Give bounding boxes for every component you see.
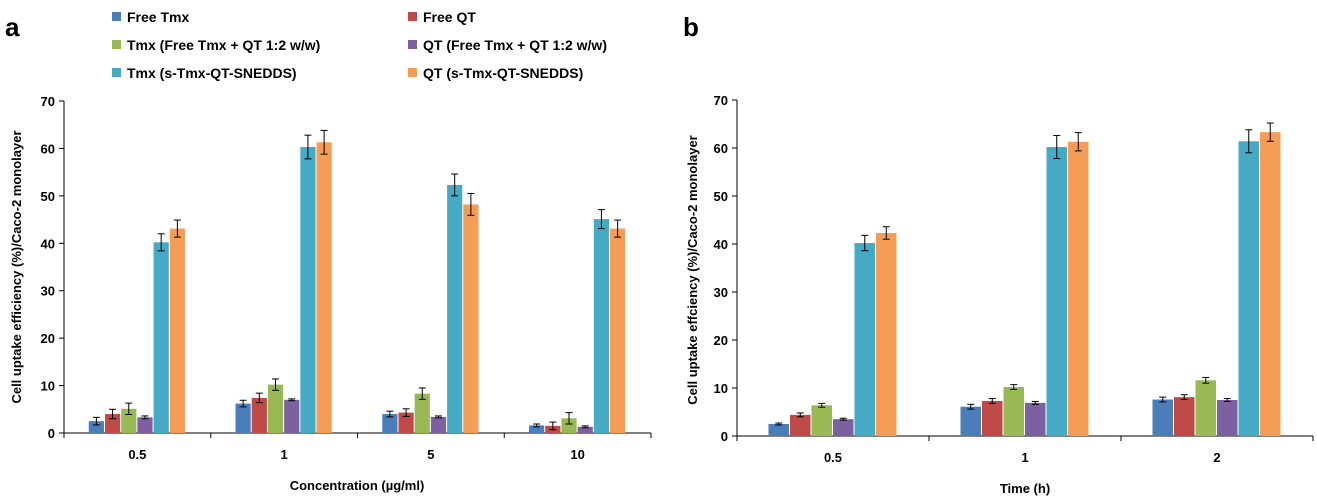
legend-item: Free QT — [408, 9, 476, 25]
bars — [88, 129, 626, 433]
legend-swatch — [112, 12, 121, 21]
y-tick-label: 20 — [41, 331, 55, 346]
bar — [121, 408, 137, 433]
bar — [104, 414, 121, 433]
bar — [610, 228, 626, 433]
legend-label: Tmx (s-Tmx-QT-SNEDDS) — [127, 65, 297, 81]
y-tick-label: 30 — [714, 285, 728, 300]
legend-item: QT (Free Tmx + QT 1:2 w/w) — [408, 37, 607, 53]
bar — [577, 426, 593, 433]
bar — [137, 417, 153, 433]
bar — [833, 419, 854, 436]
legend-swatch — [112, 68, 121, 77]
bar — [1260, 132, 1281, 436]
legend: Free Tmx Free QT Tmx (Free Tmx + QT 1:2 … — [112, 9, 607, 81]
bar — [1217, 400, 1238, 436]
y-tick-label: 70 — [41, 94, 55, 109]
bar — [1238, 141, 1259, 436]
panel-letter-a: a — [5, 12, 20, 42]
bars — [768, 122, 1281, 437]
legend-label: Tmx (Free Tmx + QT 1:2 w/w) — [127, 37, 320, 53]
x-axis-title: Concentration (µg/ml) — [290, 478, 425, 493]
y-tick-label: 40 — [41, 236, 55, 251]
y-tick-label: 10 — [41, 379, 55, 394]
legend-item: Tmx (s-Tmx-QT-SNEDDS) — [112, 65, 297, 81]
x-axis-title: Time (h) — [1000, 481, 1050, 496]
bar — [960, 406, 981, 436]
bar — [854, 243, 875, 436]
bar — [811, 405, 832, 436]
y-axis-title: Cell uptake effciency (%)/Caco-2 monolay… — [685, 135, 700, 404]
x-tick-label: 0.5 — [128, 447, 146, 462]
bar — [1195, 380, 1216, 436]
bar — [1003, 387, 1024, 436]
bar — [463, 204, 479, 433]
y-tick-label: 10 — [714, 381, 728, 396]
bar — [1025, 402, 1046, 436]
x-tick-label: 1 — [281, 447, 288, 462]
x-tick-label: 10 — [570, 447, 584, 462]
legend-item: QT (s-Tmx-QT-SNEDDS) — [408, 65, 583, 81]
bar — [1174, 397, 1195, 436]
bar — [447, 184, 463, 433]
legend-item: Free Tmx — [112, 9, 189, 25]
legend-swatch — [408, 40, 417, 49]
y-tick-label: 20 — [714, 333, 728, 348]
bar — [153, 242, 169, 433]
bar — [529, 425, 545, 433]
bar — [88, 421, 104, 433]
y-ticks: 0 10 20 30 40 50 60 70 — [41, 94, 64, 441]
y-tick-label: 60 — [41, 141, 55, 156]
bar — [267, 384, 284, 433]
panel-letter-b: b — [683, 12, 699, 42]
legend-swatch — [408, 12, 417, 21]
bar — [876, 232, 897, 436]
bar — [235, 403, 251, 433]
x-ticks: 0.5 1 2 — [736, 436, 1314, 465]
bar — [251, 397, 267, 433]
legend-swatch — [112, 40, 121, 49]
bar — [414, 393, 430, 433]
bar — [316, 142, 332, 433]
bar — [382, 414, 398, 433]
bar — [398, 412, 414, 433]
y-tick-label: 60 — [714, 141, 728, 156]
x-ticks: 0.5 1 5 10 — [63, 433, 652, 462]
y-tick-label: 50 — [714, 189, 728, 204]
chart-panel-b: 0 10 20 30 40 50 60 70 0.5 1 2 Time (h) Cell upta… — [685, 93, 1314, 496]
legend-label: Free QT — [423, 9, 476, 25]
bar — [284, 399, 300, 433]
legend-label: QT (Free Tmx + QT 1:2 w/w) — [423, 37, 607, 53]
x-tick-label: 0.5 — [824, 450, 842, 465]
y-tick-label: 70 — [714, 93, 728, 108]
y-axis-title: Cell uptake efficiency (%)/Caco-2 monola… — [9, 130, 24, 403]
x-tick-label: 5 — [427, 447, 434, 462]
x-tick-label: 1 — [1021, 450, 1028, 465]
bar — [430, 416, 447, 433]
y-tick-label: 40 — [714, 237, 728, 252]
y-tick-label: 0 — [721, 429, 728, 444]
bar — [1152, 399, 1173, 436]
chart-panel-a: 0 10 20 30 40 50 60 70 0.5 1 5 10 Concentration (µ… — [9, 94, 652, 493]
bar — [982, 400, 1003, 436]
bar — [1046, 147, 1067, 437]
bar — [169, 228, 185, 433]
bar — [561, 418, 577, 433]
legend-label: Free Tmx — [127, 9, 189, 25]
y-ticks: 0 10 20 30 40 50 60 70 — [714, 93, 737, 444]
y-tick-label: 0 — [48, 426, 55, 441]
bar — [300, 147, 316, 433]
legend-item: Tmx (Free Tmx + QT 1:2 w/w) — [112, 37, 320, 53]
bar — [1068, 141, 1089, 436]
bar — [593, 219, 610, 433]
bar — [768, 424, 789, 436]
bar — [790, 414, 811, 436]
x-tick-label: 2 — [1213, 450, 1220, 465]
legend-swatch — [408, 68, 417, 77]
y-tick-label: 30 — [41, 284, 55, 299]
y-tick-label: 50 — [41, 189, 55, 204]
legend-label: QT (s-Tmx-QT-SNEDDS) — [423, 65, 583, 81]
